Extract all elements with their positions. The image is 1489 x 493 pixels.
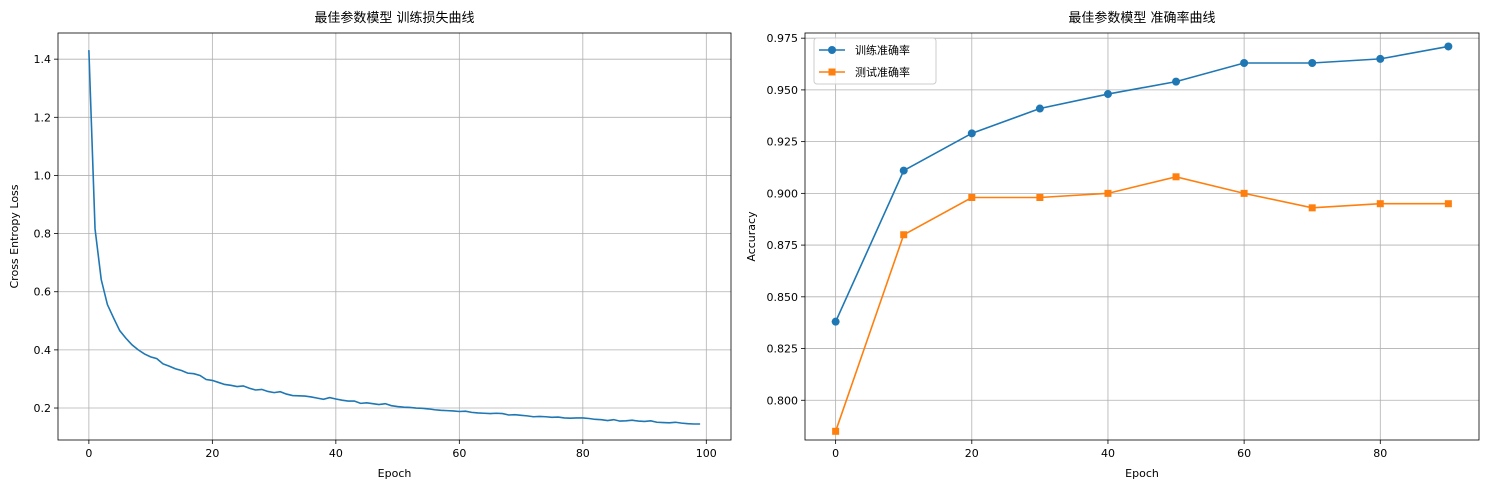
chart-title: 最佳参数模型 准确率曲线 [1068,10,1215,26]
x-tick-label: 20 [965,447,979,460]
x-tick-label: 80 [1373,447,1387,460]
data-point [1036,193,1044,201]
chart-title: 最佳参数模型 训练损失曲线 [314,10,474,26]
data-point [1240,189,1248,197]
x-axis-label: Epoch [1125,467,1159,480]
chart-0: 0 20 40 60 80 100 0.2 0.4 0.6 0.8 1.0 1.2 1.4 最佳参数模型 … [8,10,732,480]
y-tick-label: 1.4 [34,53,52,66]
y-tick-label: 0.4 [34,344,52,357]
data-point [1172,173,1180,181]
y-tick-label: 0.950 [767,84,799,97]
data-point [1444,42,1453,51]
data-point [1240,59,1249,68]
data-point [1308,59,1317,68]
data-point [1376,200,1384,208]
y-axis-label: Accuracy [745,211,758,262]
axes-frame [57,32,732,441]
y-tick-label: 0.900 [767,187,799,200]
x-tick-label: 20 [205,447,219,460]
x-tick-label: 80 [576,447,590,460]
data-point [1103,90,1112,99]
data-point [1104,189,1112,197]
data-point [831,317,840,326]
y-axis-label: Cross Entropy Loss [8,184,21,288]
x-tick-label: 100 [696,447,717,460]
data-point [899,166,908,175]
x-tick-label: 40 [1101,447,1115,460]
legend-marker [828,46,836,54]
x-tick-label: 40 [329,447,343,460]
data-point [967,129,976,138]
series-line-0 [88,50,701,425]
y-tick-label: 0.850 [767,291,799,304]
series-line-1 [834,175,1449,432]
y-tick-label: 0.975 [767,32,799,45]
data-point [1035,104,1044,113]
y-tick-label: 0.6 [34,286,52,299]
y-tick-label: 1.0 [34,169,52,182]
y-tick-label: 0.825 [767,343,799,356]
data-point [832,427,840,435]
y-tick-label: 0.800 [767,394,799,407]
data-point [1376,54,1385,63]
chart-1: 0 20 40 60 80 0.800 0.825 0.850 0.875 0.900 0.925 0… [745,10,1480,480]
legend-label: 测试准确率 [855,65,910,79]
series-line-0 [834,45,1449,322]
y-tick-label: 0.2 [34,402,52,415]
data-point [1444,200,1452,208]
data-point [968,193,976,201]
legend-label: 训练准确率 [855,43,910,57]
data-point [900,231,908,239]
x-tick-label: 0 [85,447,92,460]
y-tick-label: 0.8 [34,228,52,241]
x-axis-label: Epoch [378,467,412,480]
x-tick-label: 60 [1237,447,1251,460]
y-tick-label: 0.875 [767,239,799,252]
y-tick-label: 1.2 [34,111,52,124]
x-tick-label: 0 [832,447,839,460]
data-point [1308,204,1316,212]
x-tick-label: 60 [452,447,466,460]
data-point [1172,77,1181,86]
axes-frame [804,32,1480,441]
legend-marker [828,68,836,76]
y-tick-label: 0.925 [767,136,799,149]
